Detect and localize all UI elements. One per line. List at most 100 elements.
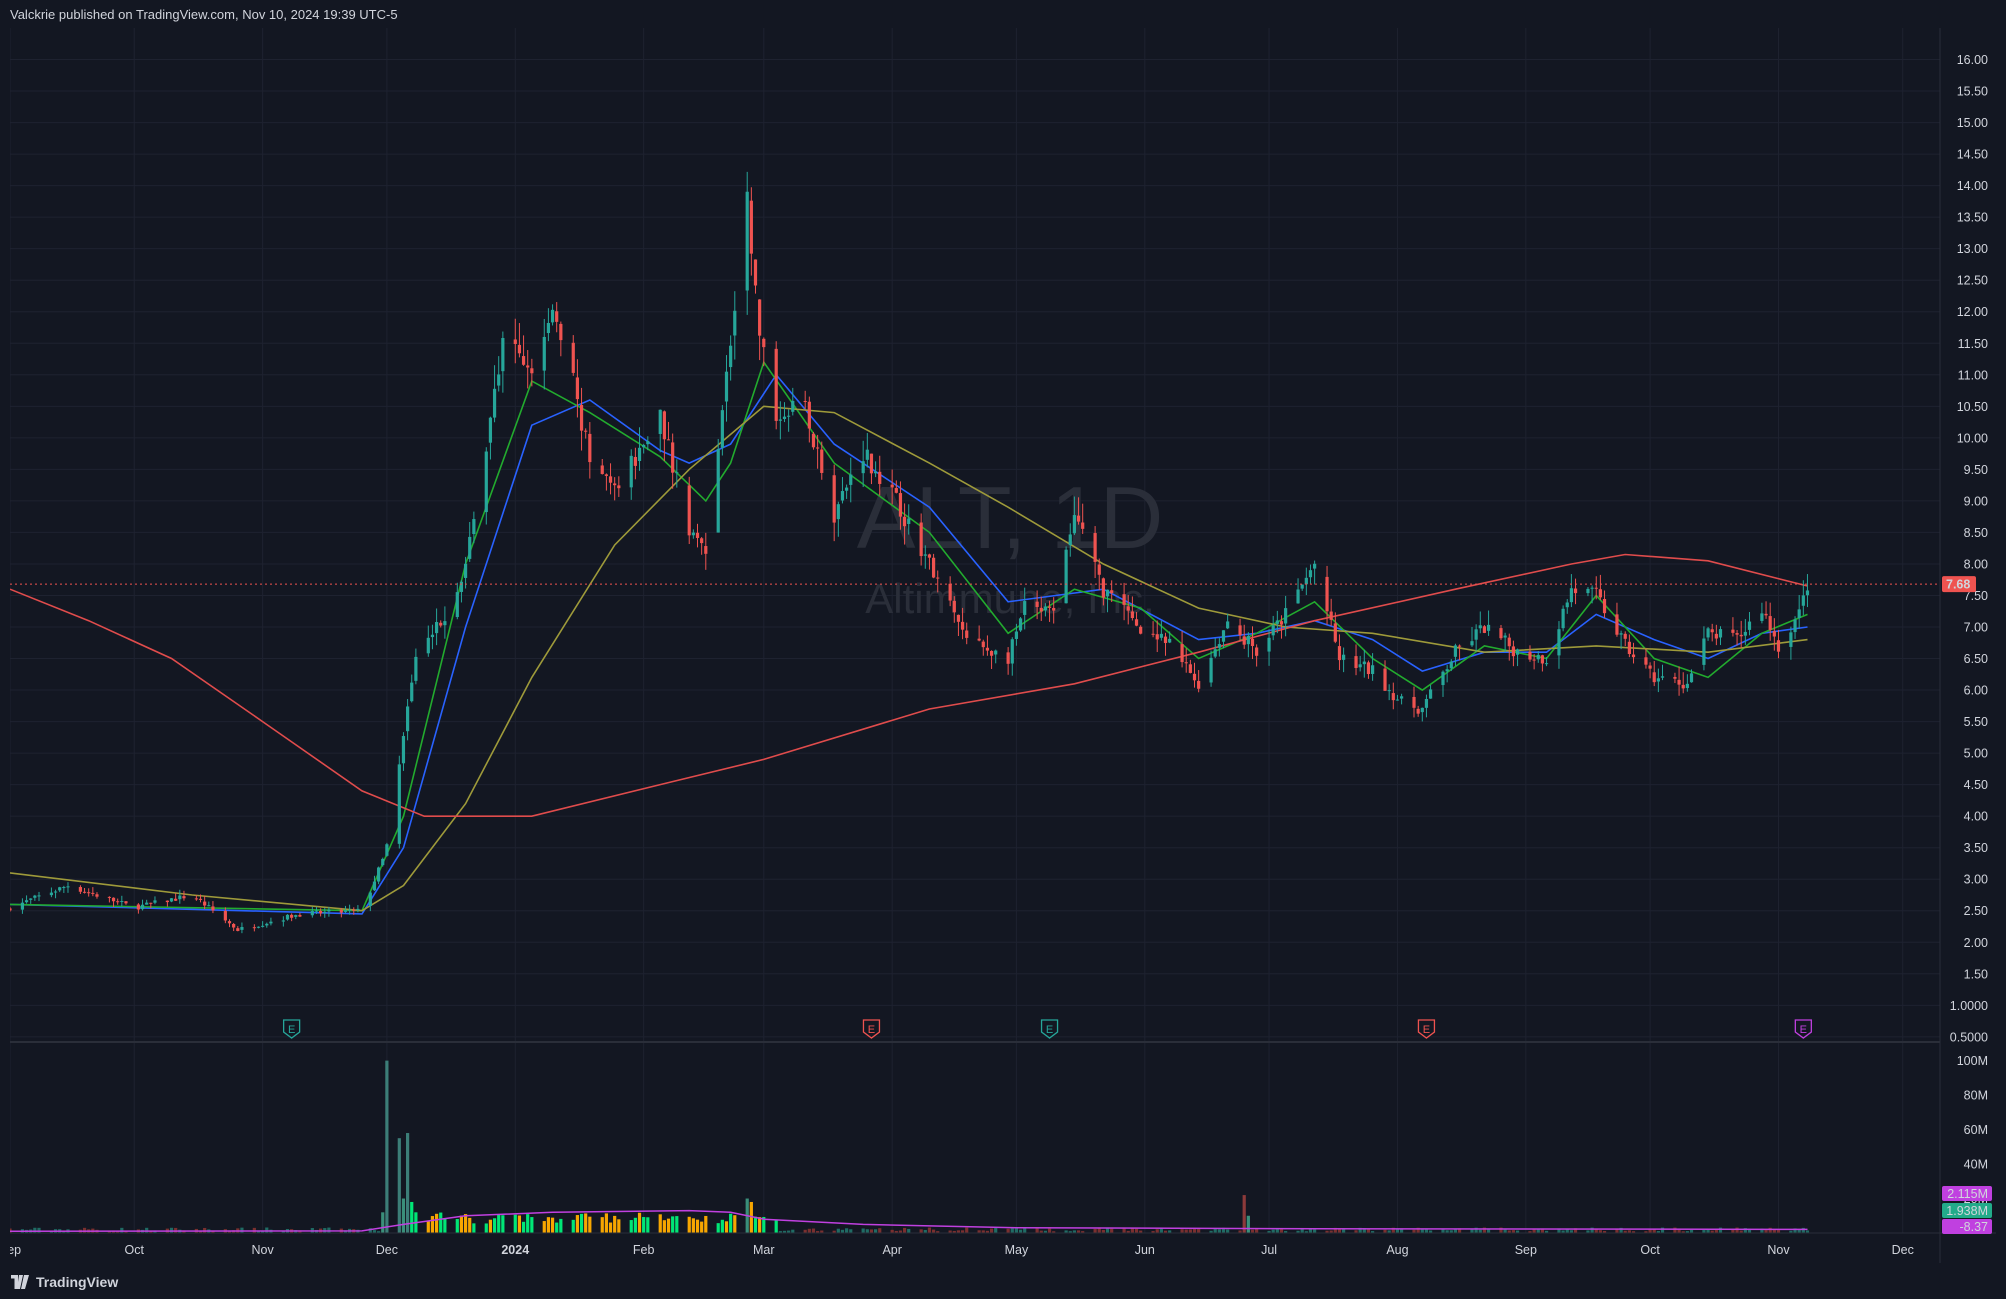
candle-body xyxy=(1052,607,1056,611)
volume-bar xyxy=(902,1227,907,1233)
volume-bar xyxy=(1209,1230,1213,1233)
moving-averages xyxy=(10,360,1808,915)
volume-bar xyxy=(1242,1195,1246,1233)
candle-body xyxy=(207,905,211,907)
volume-axis[interactable]: 100M80M60M40M20M xyxy=(1957,1054,1988,1206)
price-axis[interactable]: 16.00 15.50 15.00 14.50 14.00 13.50 13.00 12.50… xyxy=(1950,53,1988,1044)
volume-bar xyxy=(1644,1231,1648,1233)
candle-body xyxy=(1159,633,1163,638)
earnings-event-label: E xyxy=(288,1024,295,1036)
candlestick-chart[interactable]: ALT, 1D Altimmune, Inc. E E E E E 16.00 15.50… xyxy=(10,28,1996,1263)
candle-body xyxy=(1399,696,1404,699)
volume-bar xyxy=(1246,1215,1250,1233)
candle-body xyxy=(1557,629,1561,656)
volume-bar xyxy=(1047,1228,1052,1233)
last-price-box xyxy=(1942,576,1976,593)
candle-body xyxy=(501,338,505,372)
volume-bar xyxy=(704,1215,708,1233)
candle-body xyxy=(1532,659,1536,661)
candle-body xyxy=(919,522,923,557)
candle-body xyxy=(348,909,352,911)
volume-bar xyxy=(936,1231,940,1233)
candle-body xyxy=(588,433,592,463)
candle-body xyxy=(169,898,174,902)
candle-body xyxy=(1134,619,1139,626)
volume-bar xyxy=(894,1230,898,1233)
volume-bar xyxy=(1342,1228,1346,1233)
candle-body xyxy=(368,892,372,906)
candle-body xyxy=(1760,613,1764,621)
volume-bar xyxy=(1018,1229,1023,1233)
candle-body xyxy=(729,345,733,368)
volume-bar xyxy=(368,1228,372,1233)
time-tick-label: Aug xyxy=(1386,1243,1408,1257)
volume-bar xyxy=(1188,1229,1192,1233)
candle-body xyxy=(1110,590,1114,594)
candle-body xyxy=(1126,606,1130,611)
volume-tick-label: 60M xyxy=(1964,1123,1988,1137)
candle-body xyxy=(629,455,633,488)
earnings-event-icon[interactable]: E xyxy=(282,1019,301,1039)
candle-body xyxy=(1652,672,1656,683)
candle-body xyxy=(107,896,111,898)
candle-body xyxy=(1304,577,1308,585)
volume-bar xyxy=(613,1215,617,1233)
volume-bar xyxy=(977,1230,981,1233)
volume-bar xyxy=(1370,1231,1375,1233)
volume-bar xyxy=(691,1218,695,1233)
volume-bar xyxy=(468,1217,472,1233)
volume-bar xyxy=(1006,1228,1010,1233)
earnings-event-icon[interactable]: E xyxy=(1417,1019,1436,1039)
candle-body xyxy=(1097,564,1101,575)
candle-body xyxy=(285,914,290,920)
candle-body xyxy=(472,519,476,535)
candle-body xyxy=(58,887,62,891)
candle-body xyxy=(116,901,120,903)
candle-body xyxy=(787,415,791,417)
time-tick-label: Jul xyxy=(1261,1243,1277,1257)
candle-body xyxy=(1296,589,1300,604)
candle-body xyxy=(1275,620,1279,624)
volume-bar xyxy=(1573,1228,1578,1233)
volume-bar xyxy=(811,1228,816,1233)
volume-bar xyxy=(758,1217,762,1233)
time-tick-label: Sep xyxy=(10,1243,21,1257)
tradingview-logo[interactable]: TradingView xyxy=(10,1274,118,1290)
candle-body xyxy=(931,557,936,578)
volume-bar xyxy=(1081,1231,1085,1233)
price-tick-label: 14.50 xyxy=(1957,148,1988,162)
volume-bar xyxy=(981,1230,985,1233)
candle-body xyxy=(675,472,679,474)
volume-bar xyxy=(1619,1227,1623,1233)
earnings-event-icon[interactable]: E xyxy=(1794,1019,1812,1039)
volume-bar xyxy=(1366,1228,1371,1233)
candle-body xyxy=(1474,629,1478,640)
candle-body xyxy=(1499,628,1503,639)
time-tick-label: Feb xyxy=(633,1243,655,1257)
time-axis[interactable]: Sep Oct Nov Dec 2024 Feb Mar Apr May Jun Jul Aug Sep… xyxy=(10,1243,1914,1257)
candle-body xyxy=(223,910,227,921)
volume-bar xyxy=(666,1218,671,1233)
volume-tick-label: 40M xyxy=(1964,1158,1988,1172)
candle-body xyxy=(1342,654,1346,660)
price-tick-label: 8.00 xyxy=(1964,557,1988,571)
volume-bar xyxy=(261,1230,265,1233)
volume-bar xyxy=(1660,1227,1665,1233)
volume-bar xyxy=(1271,1229,1275,1233)
candle-body xyxy=(178,895,182,900)
volume-bar xyxy=(1134,1228,1139,1233)
candle-body xyxy=(198,898,203,900)
candle-body xyxy=(1420,707,1424,713)
candle-body xyxy=(381,858,385,866)
earnings-event-icon[interactable]: E xyxy=(1040,1019,1059,1039)
volume-bar xyxy=(1023,1228,1027,1233)
candle-body xyxy=(497,374,501,386)
volume-bar xyxy=(1424,1229,1429,1233)
candle-body xyxy=(1151,633,1155,635)
volume-bar xyxy=(1569,1230,1573,1233)
volume-bar xyxy=(1623,1230,1627,1233)
earnings-event-icon[interactable]: E xyxy=(862,1019,881,1039)
volume-bar xyxy=(1151,1231,1155,1233)
chart-frame[interactable]: ALT, 1D Altimmune, Inc. E E E E E 16.00 15.50… xyxy=(10,28,1996,1263)
volume-bar xyxy=(1163,1230,1168,1233)
